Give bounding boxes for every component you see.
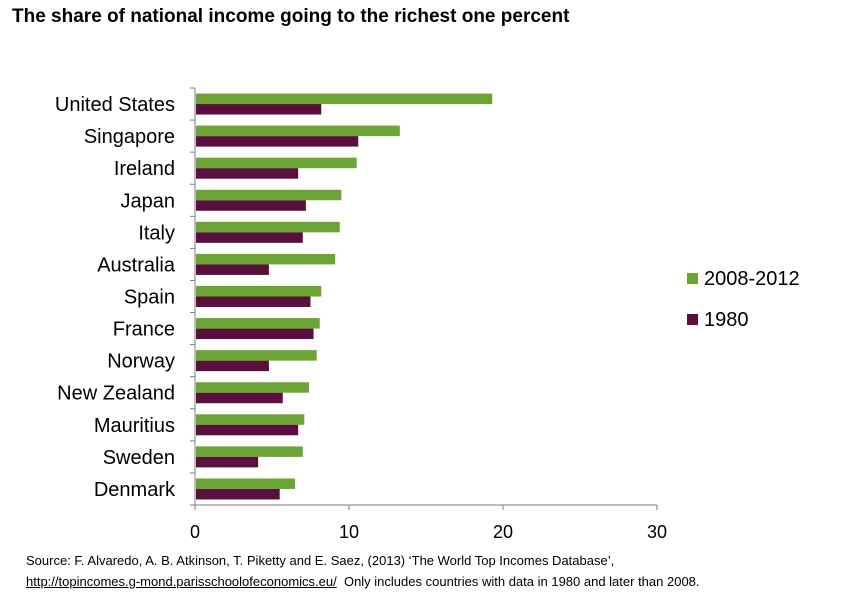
bar-recent bbox=[196, 446, 303, 457]
bar-1980 bbox=[196, 200, 306, 211]
source-note: Source: F. Alvaredo, A. B. Atkinson, T. … bbox=[26, 550, 700, 592]
bar-recent bbox=[196, 93, 493, 105]
bar-recent bbox=[196, 318, 320, 329]
legend-swatch bbox=[687, 273, 698, 284]
bar-recent bbox=[196, 157, 357, 169]
legend-label: 1980 bbox=[704, 309, 749, 331]
category-label: New Zealand bbox=[57, 383, 175, 405]
category-label: United States bbox=[55, 94, 175, 116]
bar-1980 bbox=[196, 232, 303, 243]
bar-recent bbox=[196, 189, 342, 201]
bar-1980 bbox=[196, 104, 322, 115]
bar-recent bbox=[196, 221, 340, 233]
source-footnote: Only includes countries with data in 198… bbox=[343, 574, 700, 589]
bar-recent bbox=[196, 478, 296, 489]
category-label: Denmark bbox=[94, 479, 176, 501]
source-link[interactable]: http://topincomes.g-mond.parisschoolofec… bbox=[26, 574, 337, 589]
bar-1980 bbox=[196, 264, 269, 275]
legend-label: 2008-2012 bbox=[704, 268, 800, 290]
x-tick-label: 0 bbox=[190, 522, 200, 542]
bar-1980 bbox=[196, 360, 269, 372]
bar-1980 bbox=[196, 488, 280, 500]
x-tick-label: 30 bbox=[647, 522, 667, 542]
bar-recent bbox=[196, 125, 400, 137]
bar-1980 bbox=[196, 136, 359, 147]
category-label: Italy bbox=[138, 222, 175, 244]
source-citation: Source: F. Alvaredo, A. B. Atkinson, T. … bbox=[26, 553, 615, 568]
bar-1980 bbox=[196, 456, 259, 468]
bar-recent bbox=[196, 253, 336, 265]
bar-1980 bbox=[196, 328, 314, 340]
category-label: Sweden bbox=[103, 447, 175, 469]
x-tick-label: 20 bbox=[493, 522, 513, 542]
bar-recent bbox=[196, 286, 322, 297]
chart-title: The share of national income going to th… bbox=[12, 6, 570, 27]
category-label: Australia bbox=[97, 254, 176, 276]
x-tick-label: 10 bbox=[339, 522, 359, 542]
bar-chart: 0 10 20 30 United States Singapore Ireland Japa… bbox=[55, 87, 800, 542]
category-label: Ireland bbox=[114, 158, 175, 180]
legend-swatch bbox=[687, 314, 698, 325]
category-label: Mauritius bbox=[94, 415, 175, 437]
bar-recent bbox=[196, 350, 317, 361]
category-label: Japan bbox=[121, 190, 176, 212]
category-label: France bbox=[113, 319, 175, 341]
bar-1980 bbox=[196, 168, 299, 179]
bar-1980 bbox=[196, 296, 311, 307]
bar-1980 bbox=[196, 424, 299, 436]
bar-recent bbox=[196, 414, 305, 425]
category-label: Singapore bbox=[84, 126, 175, 148]
category-label: Spain bbox=[124, 287, 175, 309]
category-label: Norway bbox=[107, 351, 175, 373]
bar-1980 bbox=[196, 392, 283, 404]
bar-recent bbox=[196, 382, 309, 393]
